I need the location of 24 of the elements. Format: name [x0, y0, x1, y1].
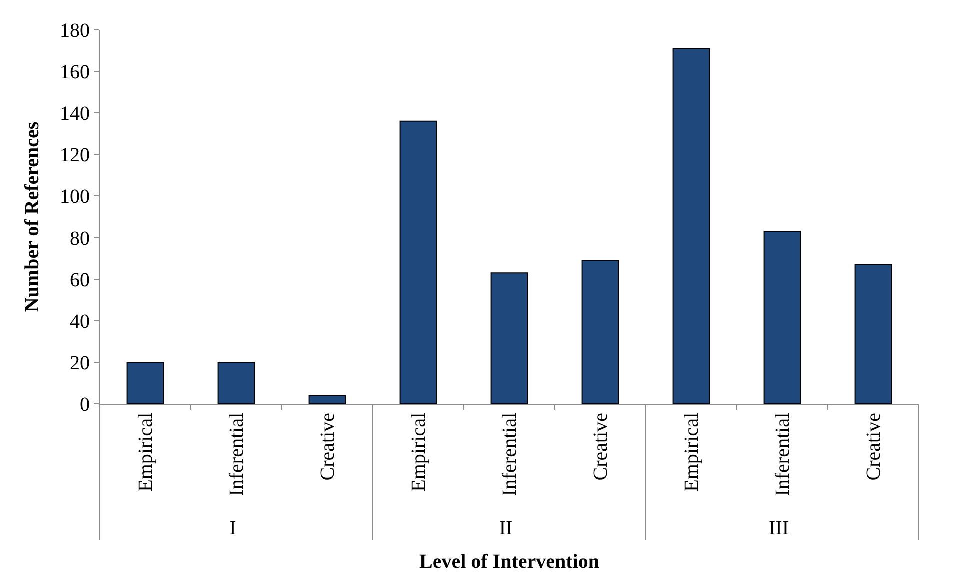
y-axis-title: Number of References: [22, 122, 44, 312]
y-tick-label: 180: [60, 20, 90, 42]
y-tick-label: 20: [70, 352, 90, 374]
y-tick-label: 120: [60, 144, 90, 167]
x-tick-label: Creative: [590, 412, 612, 481]
x-tick-label: Empirical: [408, 412, 430, 492]
text: III: [769, 518, 789, 540]
x-tick-label: Creative: [863, 412, 885, 481]
text: I: [230, 518, 236, 540]
y-tick-label: 0: [80, 394, 90, 416]
y-tick-label: 160: [60, 62, 90, 84]
x-tick-label: Inferential: [499, 412, 521, 496]
x-tick-label: Empirical: [681, 412, 703, 492]
x-tick-label: Inferential: [772, 412, 794, 496]
y-tick-label: 100: [60, 186, 90, 208]
text: II: [499, 518, 513, 540]
x-tick-label: Inferential: [226, 412, 248, 496]
y-tick-label: 80: [70, 228, 90, 250]
x-tick-label: Empirical: [135, 412, 157, 492]
y-tick-label: 60: [70, 269, 90, 292]
x-tick-label: Creative: [317, 412, 339, 481]
y-tick-label: 140: [60, 103, 90, 126]
x-axis-title: Level of Intervention: [420, 551, 600, 574]
y-tick-label: 40: [70, 310, 90, 333]
